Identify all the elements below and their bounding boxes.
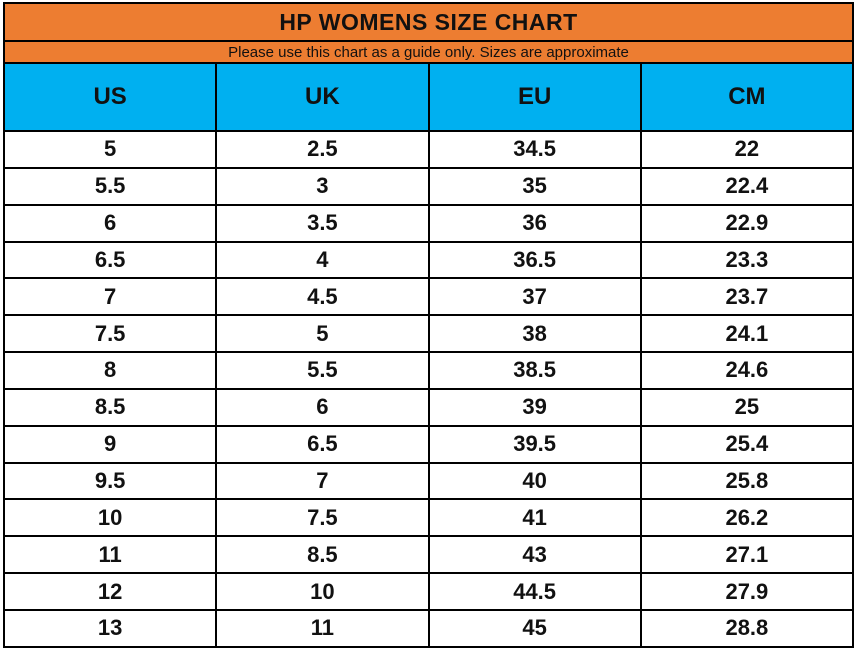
table-row: 7 4.5 37 23.7 xyxy=(2,277,855,317)
size-cell-us: 10 xyxy=(2,498,218,538)
size-cell-us: 13 xyxy=(2,608,218,648)
size-cell-cm: 27.9 xyxy=(639,572,855,611)
table-row: 8.5 6 39 25 xyxy=(2,387,855,427)
table-row: 6 3.5 36 22.9 xyxy=(2,203,855,243)
size-cell-us: 7.5 xyxy=(2,314,218,354)
size-cell-cm: 27.1 xyxy=(639,535,855,575)
column-header-cm: CM xyxy=(639,62,855,132)
subtitle-row: Please use this chart as a guide only. S… xyxy=(3,40,854,64)
size-cell-eu: 36.5 xyxy=(427,240,642,280)
page-title: HP WOMENS SIZE CHART xyxy=(3,2,854,42)
size-cell-uk: 7 xyxy=(215,461,430,501)
table-row: 7.5 5 38 24.1 xyxy=(2,314,855,354)
header-row: US UK EU CM xyxy=(2,62,855,132)
table-row: 10 7.5 41 26.2 xyxy=(2,498,855,538)
column-header-us: US xyxy=(2,62,218,132)
size-cell-eu: 45 xyxy=(427,608,642,648)
table-row: 9 6.5 39.5 25.4 xyxy=(2,424,855,464)
size-cell-cm: 22.9 xyxy=(639,203,855,243)
size-cell-us: 7 xyxy=(2,277,218,317)
size-cell-uk: 5 xyxy=(215,314,430,354)
size-cell-eu: 38 xyxy=(427,314,642,354)
size-cell-uk: 3.5 xyxy=(215,203,430,243)
size-cell-eu: 44.5 xyxy=(427,572,642,611)
size-cell-cm: 25.8 xyxy=(639,461,855,501)
size-cell-cm: 22 xyxy=(639,130,855,169)
size-cell-uk: 3 xyxy=(215,166,430,206)
table-row: 12 10 44.5 27.9 xyxy=(2,572,855,611)
size-cell-cm: 25 xyxy=(639,387,855,427)
column-header-eu: EU xyxy=(427,62,642,132)
size-cell-uk: 4 xyxy=(215,240,430,280)
size-cell-eu: 37 xyxy=(427,277,642,317)
table-row: 5.5 3 35 22.4 xyxy=(2,166,855,206)
size-cell-cm: 22.4 xyxy=(639,166,855,206)
size-cell-us: 8.5 xyxy=(2,387,218,427)
size-cell-uk: 10 xyxy=(215,572,430,611)
table-row: 9.5 7 40 25.8 xyxy=(2,461,855,501)
size-cell-us: 6 xyxy=(2,203,218,243)
size-cell-us: 12 xyxy=(2,572,218,611)
size-cell-eu: 39.5 xyxy=(427,424,642,464)
size-cell-uk: 11 xyxy=(215,608,430,648)
size-cell-cm: 25.4 xyxy=(639,424,855,464)
size-cell-us: 5.5 xyxy=(2,166,218,206)
size-cell-eu: 38.5 xyxy=(427,351,642,390)
page-subtitle: Please use this chart as a guide only. S… xyxy=(3,40,854,64)
size-cell-uk: 6.5 xyxy=(215,424,430,464)
title-row: HP WOMENS SIZE CHART xyxy=(3,2,854,42)
size-cell-cm: 28.8 xyxy=(639,608,855,648)
size-cell-eu: 43 xyxy=(427,535,642,575)
table-row: 6.5 4 36.5 23.3 xyxy=(2,240,855,280)
size-cell-cm: 24.6 xyxy=(639,351,855,390)
size-cell-eu: 36 xyxy=(427,203,642,243)
size-cell-cm: 23.7 xyxy=(639,277,855,317)
size-cell-us: 9.5 xyxy=(2,461,218,501)
column-header-uk: UK xyxy=(215,62,430,132)
size-cell-us: 11 xyxy=(2,535,218,575)
size-cell-uk: 2.5 xyxy=(215,130,430,169)
size-cell-us: 9 xyxy=(2,424,218,464)
size-cell-uk: 6 xyxy=(215,387,430,427)
size-cell-cm: 23.3 xyxy=(639,240,855,280)
size-cell-eu: 40 xyxy=(427,461,642,501)
size-cell-us: 8 xyxy=(2,351,218,390)
table-row: 8 5.5 38.5 24.6 xyxy=(2,351,855,390)
size-cell-eu: 41 xyxy=(427,498,642,538)
table-row: 13 11 45 28.8 xyxy=(2,608,855,648)
size-cell-cm: 24.1 xyxy=(639,314,855,354)
table-row: 5 2.5 34.5 22 xyxy=(2,130,855,169)
size-cell-uk: 8.5 xyxy=(215,535,430,575)
size-cell-us: 5 xyxy=(2,130,218,169)
size-cell-eu: 34.5 xyxy=(427,130,642,169)
size-cell-us: 6.5 xyxy=(2,240,218,280)
size-cell-cm: 26.2 xyxy=(639,498,855,538)
table-body: 5 2.5 34.5 22 5.5 3 35 22.4 6 3.5 36 22.9 6.5 4 36.5 23… xyxy=(2,130,855,648)
size-cell-uk: 5.5 xyxy=(215,351,430,390)
size-cell-eu: 39 xyxy=(427,387,642,427)
size-cell-eu: 35 xyxy=(427,166,642,206)
size-cell-uk: 4.5 xyxy=(215,277,430,317)
table-row: 11 8.5 43 27.1 xyxy=(2,535,855,575)
size-cell-uk: 7.5 xyxy=(215,498,430,538)
